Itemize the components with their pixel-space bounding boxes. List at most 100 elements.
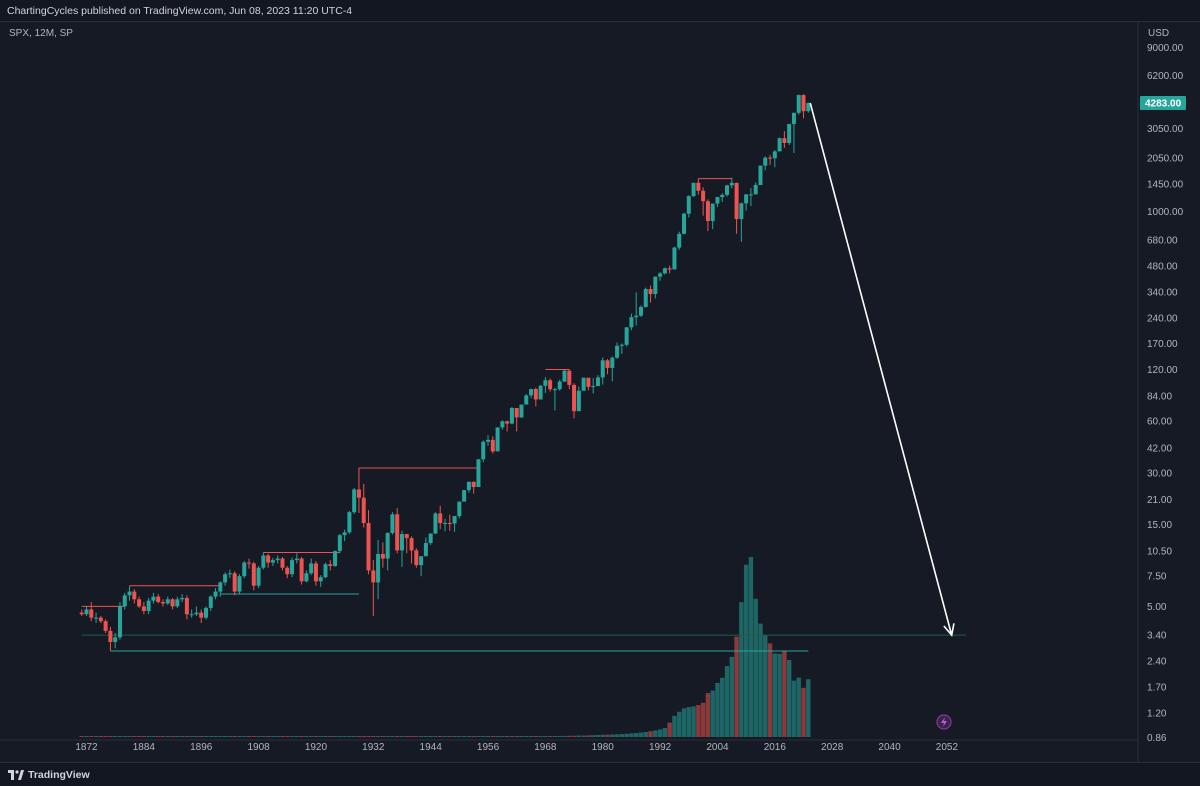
candle-body — [801, 95, 806, 112]
volume-bar — [533, 736, 539, 737]
volume-bar — [724, 666, 730, 737]
lightning-bolt-glyph — [941, 717, 947, 727]
candle-body — [734, 182, 739, 220]
volume-bar — [380, 736, 386, 737]
candle-body — [462, 490, 467, 502]
candle-body — [79, 612, 84, 615]
volume-bar — [729, 656, 734, 737]
candle-body — [744, 194, 749, 204]
volume-bar — [681, 708, 687, 737]
volume-bar — [227, 736, 233, 737]
candle-body — [275, 558, 280, 561]
candle-body — [552, 389, 557, 391]
price-axis-label: 10.50 — [1147, 547, 1172, 558]
volume-bar — [581, 735, 586, 737]
candle-body — [624, 327, 629, 345]
volume-bar — [117, 736, 123, 737]
time-axis-label: 1884 — [133, 742, 156, 753]
volume-bar — [289, 736, 295, 737]
candle-body — [682, 213, 686, 234]
volume-bar — [146, 736, 151, 737]
candle-body — [180, 597, 185, 600]
price-axis-label: 1.70 — [1147, 682, 1167, 693]
volume-bar — [170, 736, 175, 737]
chart-area[interactable] — [0, 22, 1200, 762]
volume-bar — [700, 702, 706, 737]
candle-body — [490, 439, 495, 452]
candle-body — [261, 555, 266, 568]
volume-bar — [280, 736, 285, 737]
price-axis-label: 480.00 — [1147, 262, 1178, 273]
volume-bar — [543, 736, 548, 737]
candle-body — [720, 194, 725, 198]
volume-bar — [801, 687, 806, 737]
volume-bar — [471, 736, 476, 737]
candle-body — [304, 573, 309, 582]
candle-body — [576, 390, 581, 412]
volume-bar — [160, 736, 166, 737]
symbol-info[interactable]: SPX, 12M, SP — [9, 28, 73, 39]
volume-bar — [528, 736, 534, 737]
candle-body — [629, 317, 634, 328]
volume-bar — [342, 736, 347, 737]
candle-body — [318, 577, 323, 582]
volume-bar — [222, 736, 228, 737]
candle-body — [347, 512, 352, 533]
volume-bar — [634, 733, 639, 737]
volume-bar — [122, 736, 127, 737]
volume-bar — [332, 736, 338, 737]
candle-body — [423, 543, 428, 557]
volume-bar — [786, 659, 792, 737]
volume-bar — [347, 736, 352, 737]
volume-bar — [595, 735, 601, 737]
volume-bar — [265, 736, 271, 737]
candle-body — [543, 380, 548, 386]
volume-bar — [371, 736, 376, 737]
volume-bar — [442, 736, 448, 737]
volume-bar — [629, 733, 634, 737]
candle-body — [294, 558, 299, 561]
candle-body — [691, 182, 696, 197]
candle-body — [753, 185, 758, 195]
volume-bar — [772, 653, 778, 737]
candle-body — [457, 501, 462, 517]
candle-body — [323, 564, 328, 578]
volume-bar — [418, 736, 424, 737]
candle-body — [299, 558, 304, 582]
candle-body — [662, 268, 667, 274]
volume-bar — [256, 736, 261, 737]
candle-body — [686, 196, 691, 214]
volume-bar — [275, 736, 280, 737]
volume-bar — [562, 735, 567, 737]
volume-bar — [782, 650, 787, 737]
volume-bar — [299, 736, 304, 737]
candle-body — [548, 380, 553, 390]
candle-body — [758, 165, 763, 186]
volume-bar — [657, 729, 663, 737]
volume-bar — [251, 736, 256, 737]
tradingview-logo[interactable]: TradingView — [8, 769, 90, 781]
price-chart-svg[interactable]: 9000.00 6200.00 3050.00 2050.00 1450.00 1000.… — [0, 0, 1200, 762]
candle-body — [600, 360, 605, 378]
volume-bar — [715, 683, 720, 737]
candle-body — [591, 386, 596, 388]
time-axis-label: 1968 — [534, 742, 557, 753]
candle-body — [486, 439, 491, 442]
candle-body — [519, 404, 524, 418]
volume-bar — [203, 736, 209, 737]
volume-bar — [184, 736, 190, 737]
candle-body — [290, 560, 295, 575]
volume-bar — [232, 736, 237, 737]
volume-bar — [423, 736, 429, 737]
volume-bar — [108, 736, 113, 737]
price-axis-label: 7.50 — [1147, 572, 1167, 583]
candle-body — [772, 151, 777, 159]
volume-bar — [246, 736, 252, 737]
candle-body — [227, 573, 232, 575]
volume-bar — [136, 736, 142, 737]
last-price-tag-bg — [1140, 96, 1186, 111]
candle-body — [595, 377, 600, 387]
volume-bar — [447, 736, 452, 737]
volume-bar — [323, 736, 328, 737]
volume-bar — [552, 736, 558, 737]
